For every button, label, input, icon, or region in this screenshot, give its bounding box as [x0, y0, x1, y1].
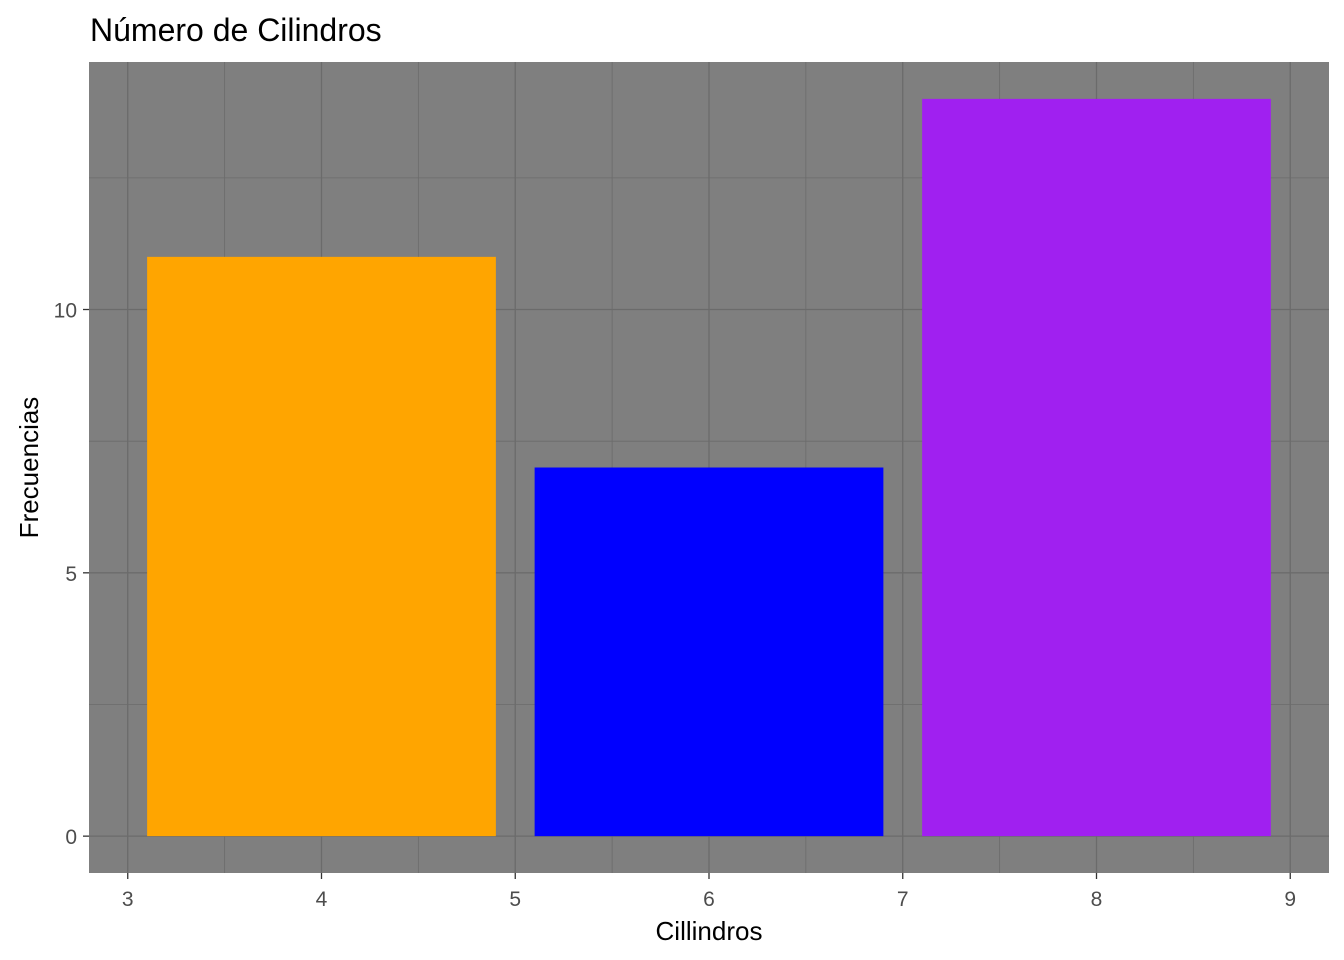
x-axis-title: Cillindros — [656, 916, 763, 946]
y-tick-label: 5 — [65, 563, 77, 586]
x-tick-label: 9 — [1284, 888, 1296, 911]
x-tick-label: 8 — [1091, 888, 1103, 911]
bar-cyl-4 — [147, 256, 496, 837]
bar-cyl-6 — [534, 467, 884, 837]
y-tick-label: 0 — [65, 826, 77, 849]
x-tick-label: 7 — [897, 888, 909, 911]
x-tick-label: 5 — [509, 888, 521, 911]
axis-layer: 3 4 5 6 7 8 9 0 5 10 — [54, 300, 1296, 911]
bar-layer — [147, 98, 1271, 837]
bar-cyl-8 — [922, 98, 1271, 837]
x-tick-label: 6 — [703, 888, 715, 911]
y-tick-label: 10 — [54, 300, 77, 323]
chart-title: Número de Cilindros — [90, 12, 382, 48]
x-tick-label: 4 — [316, 888, 328, 911]
y-axis-title: Frecuencias — [14, 397, 44, 539]
x-tick-label: 3 — [122, 888, 134, 911]
